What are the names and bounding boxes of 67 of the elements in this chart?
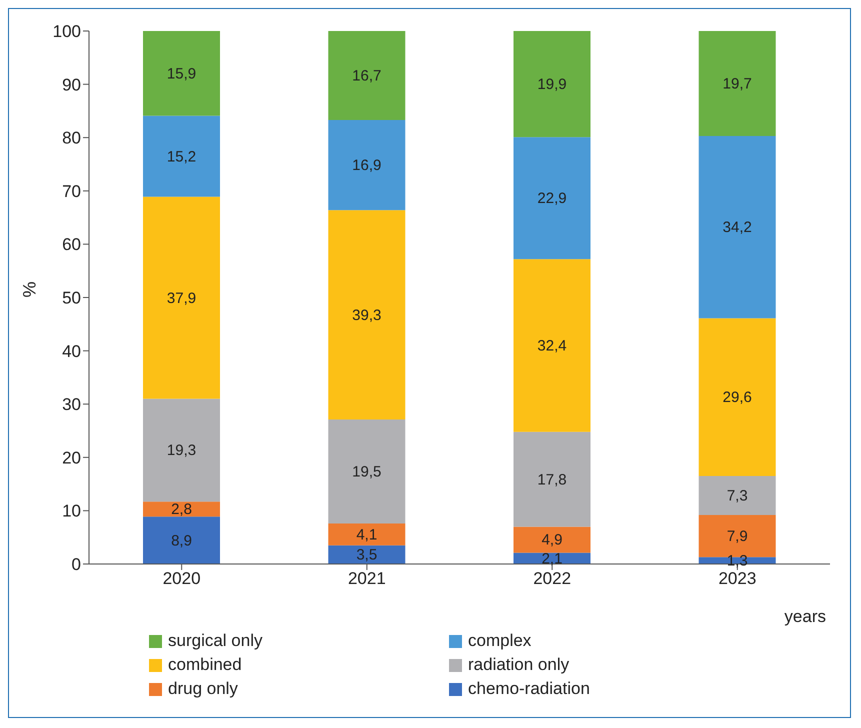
x-tick-label: 2021 — [348, 569, 386, 588]
y-tick-label: 80 — [62, 128, 81, 148]
data-label: 4,9 — [542, 532, 562, 549]
legend-label: combined — [168, 655, 242, 675]
bar — [698, 31, 776, 136]
legend-label: chemo-radiation — [468, 679, 590, 699]
data-label: 19,3 — [166, 442, 196, 460]
bar — [514, 259, 590, 432]
data-label: 19,5 — [352, 464, 382, 481]
data-label: 34,2 — [722, 219, 752, 236]
data-label: 22,9 — [537, 190, 567, 208]
bar — [328, 523, 406, 546]
bar — [328, 120, 406, 210]
bar — [698, 136, 776, 318]
data-label: 19,9 — [537, 76, 567, 94]
data-label: 16,9 — [352, 157, 382, 174]
bar — [328, 31, 406, 120]
data-label: 16,7 — [352, 68, 382, 85]
data-label: 15,9 — [166, 65, 196, 82]
legend-label: radiation only — [468, 655, 570, 675]
bar — [514, 31, 590, 138]
x-tick-label: 2022 — [533, 569, 572, 588]
bar — [514, 137, 590, 260]
bar — [143, 196, 220, 399]
bar — [328, 420, 406, 524]
bar — [328, 545, 406, 564]
bar — [328, 210, 406, 420]
bar — [143, 516, 220, 564]
data-label: 32,4 — [537, 337, 567, 354]
bar — [514, 526, 590, 553]
y-tick-label: 60 — [62, 235, 81, 254]
y-axis-title: % — [19, 281, 40, 298]
x-tick-label: 2020 — [162, 569, 201, 588]
bar — [143, 116, 220, 197]
data-label: 3,5 — [356, 546, 378, 564]
bar — [143, 31, 220, 116]
y-tick-label: 90 — [62, 75, 81, 94]
x-axis-title: years — [784, 607, 826, 626]
y-tick-label: 70 — [62, 182, 81, 201]
data-label: 2,8 — [171, 501, 192, 518]
data-label: 7,9 — [726, 528, 748, 546]
bar — [143, 502, 220, 517]
data-label: 8,9 — [171, 532, 192, 550]
data-label: 29,6 — [722, 389, 752, 406]
bar — [698, 476, 776, 515]
y-tick-label: 30 — [62, 395, 81, 414]
legend-label: drug only — [168, 679, 238, 699]
y-tick-label: 50 — [62, 288, 81, 308]
legend-label: complex — [468, 631, 532, 651]
bar — [514, 432, 590, 527]
data-label: 15,2 — [166, 148, 196, 166]
y-tick-label: 10 — [62, 502, 81, 521]
data-label: 17,8 — [537, 471, 567, 488]
legend-label: surgical only — [168, 631, 262, 651]
data-label: 7,3 — [726, 488, 748, 505]
bar — [698, 318, 776, 476]
data-label: 19,7 — [722, 76, 752, 92]
data-label: 39,3 — [352, 306, 382, 324]
y-tick-label: 20 — [62, 448, 81, 468]
bar — [143, 398, 220, 502]
y-tick-label: 100 — [52, 22, 81, 42]
y-tick-label: 40 — [62, 342, 81, 361]
x-tick-label: 2023 — [718, 569, 756, 588]
data-label: 4,1 — [356, 526, 378, 544]
y-tick-label: 0 — [72, 555, 81, 574]
data-label: 2,1 — [542, 550, 562, 568]
data-label: 37,9 — [166, 290, 196, 307]
